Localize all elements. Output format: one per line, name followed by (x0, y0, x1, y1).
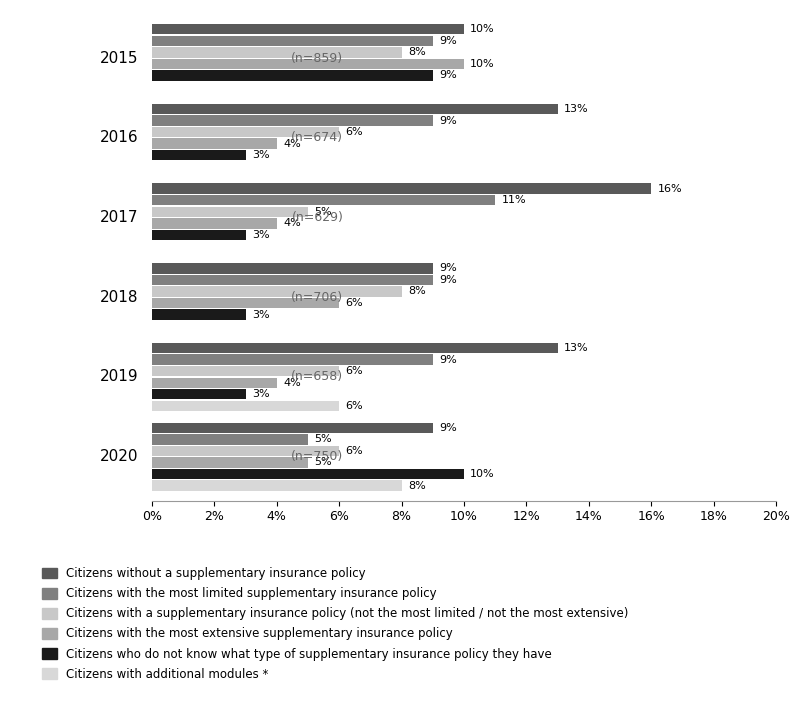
Text: 9%: 9% (439, 36, 457, 46)
Text: 9%: 9% (439, 71, 457, 81)
Bar (152, 445, 339, 456)
Bar (152, 298, 339, 308)
Text: 10%: 10% (470, 24, 495, 34)
Bar (152, 115, 433, 126)
Text: 4%: 4% (283, 139, 301, 149)
Text: 3%: 3% (252, 310, 270, 320)
Text: 2020: 2020 (100, 449, 138, 464)
Text: 8%: 8% (408, 47, 426, 57)
Bar (152, 286, 402, 297)
Bar (152, 423, 433, 433)
Text: (n=706): (n=706) (291, 291, 343, 304)
Text: 2017: 2017 (100, 210, 138, 225)
Text: 16%: 16% (658, 184, 682, 194)
Bar (152, 47, 402, 57)
Text: 11%: 11% (502, 195, 526, 205)
Text: 5%: 5% (314, 207, 332, 217)
Bar (152, 70, 433, 81)
Text: 13%: 13% (564, 104, 589, 114)
Bar (152, 343, 558, 353)
Bar (152, 127, 339, 137)
Bar (152, 184, 651, 194)
Text: 9%: 9% (439, 355, 457, 365)
Text: 4%: 4% (283, 378, 301, 388)
Bar (152, 469, 464, 479)
Text: 6%: 6% (346, 127, 363, 137)
Text: 4%: 4% (283, 218, 301, 228)
Text: (n=859): (n=859) (291, 51, 343, 64)
Bar (152, 150, 246, 160)
Bar (152, 400, 339, 411)
Bar (152, 458, 308, 468)
Bar (152, 263, 433, 274)
Text: (n=750): (n=750) (291, 450, 343, 463)
Bar (152, 389, 246, 400)
Legend: Citizens without a supplementary insurance policy, Citizens with the most limite: Citizens without a supplementary insuran… (42, 567, 629, 681)
Text: 2016: 2016 (100, 130, 138, 145)
Text: 3%: 3% (252, 389, 270, 399)
Text: 3%: 3% (252, 150, 270, 160)
Bar (152, 480, 402, 490)
Text: 9%: 9% (439, 263, 457, 273)
Text: 6%: 6% (346, 446, 363, 456)
Text: (n=674): (n=674) (291, 132, 343, 144)
Text: 9%: 9% (439, 116, 457, 126)
Bar (152, 104, 558, 114)
Bar (152, 207, 308, 217)
Text: 9%: 9% (439, 423, 457, 433)
Text: 10%: 10% (470, 469, 495, 479)
Text: 3%: 3% (252, 230, 270, 240)
Bar (152, 36, 433, 46)
Bar (152, 139, 277, 149)
Text: 2018: 2018 (100, 290, 138, 305)
Text: 13%: 13% (564, 343, 589, 353)
Bar (152, 378, 277, 388)
Bar (152, 434, 308, 445)
Bar (152, 355, 433, 365)
Bar (152, 195, 495, 205)
Bar (152, 275, 433, 285)
Text: 5%: 5% (314, 458, 332, 468)
Text: 6%: 6% (346, 401, 363, 411)
Text: 6%: 6% (346, 298, 363, 308)
Text: 10%: 10% (470, 59, 495, 69)
Text: 6%: 6% (346, 366, 363, 376)
Text: 9%: 9% (439, 275, 457, 285)
Text: 8%: 8% (408, 287, 426, 297)
Bar (152, 366, 339, 376)
Bar (152, 218, 277, 229)
Bar (152, 24, 464, 34)
Bar (152, 310, 246, 320)
Text: (n=629): (n=629) (291, 211, 343, 224)
Text: 8%: 8% (408, 480, 426, 490)
Bar (152, 230, 246, 240)
Bar (152, 59, 464, 69)
Text: 2019: 2019 (100, 370, 138, 385)
Text: (n=658): (n=658) (291, 370, 343, 383)
Text: 5%: 5% (314, 434, 332, 444)
Text: 2015: 2015 (100, 51, 138, 66)
